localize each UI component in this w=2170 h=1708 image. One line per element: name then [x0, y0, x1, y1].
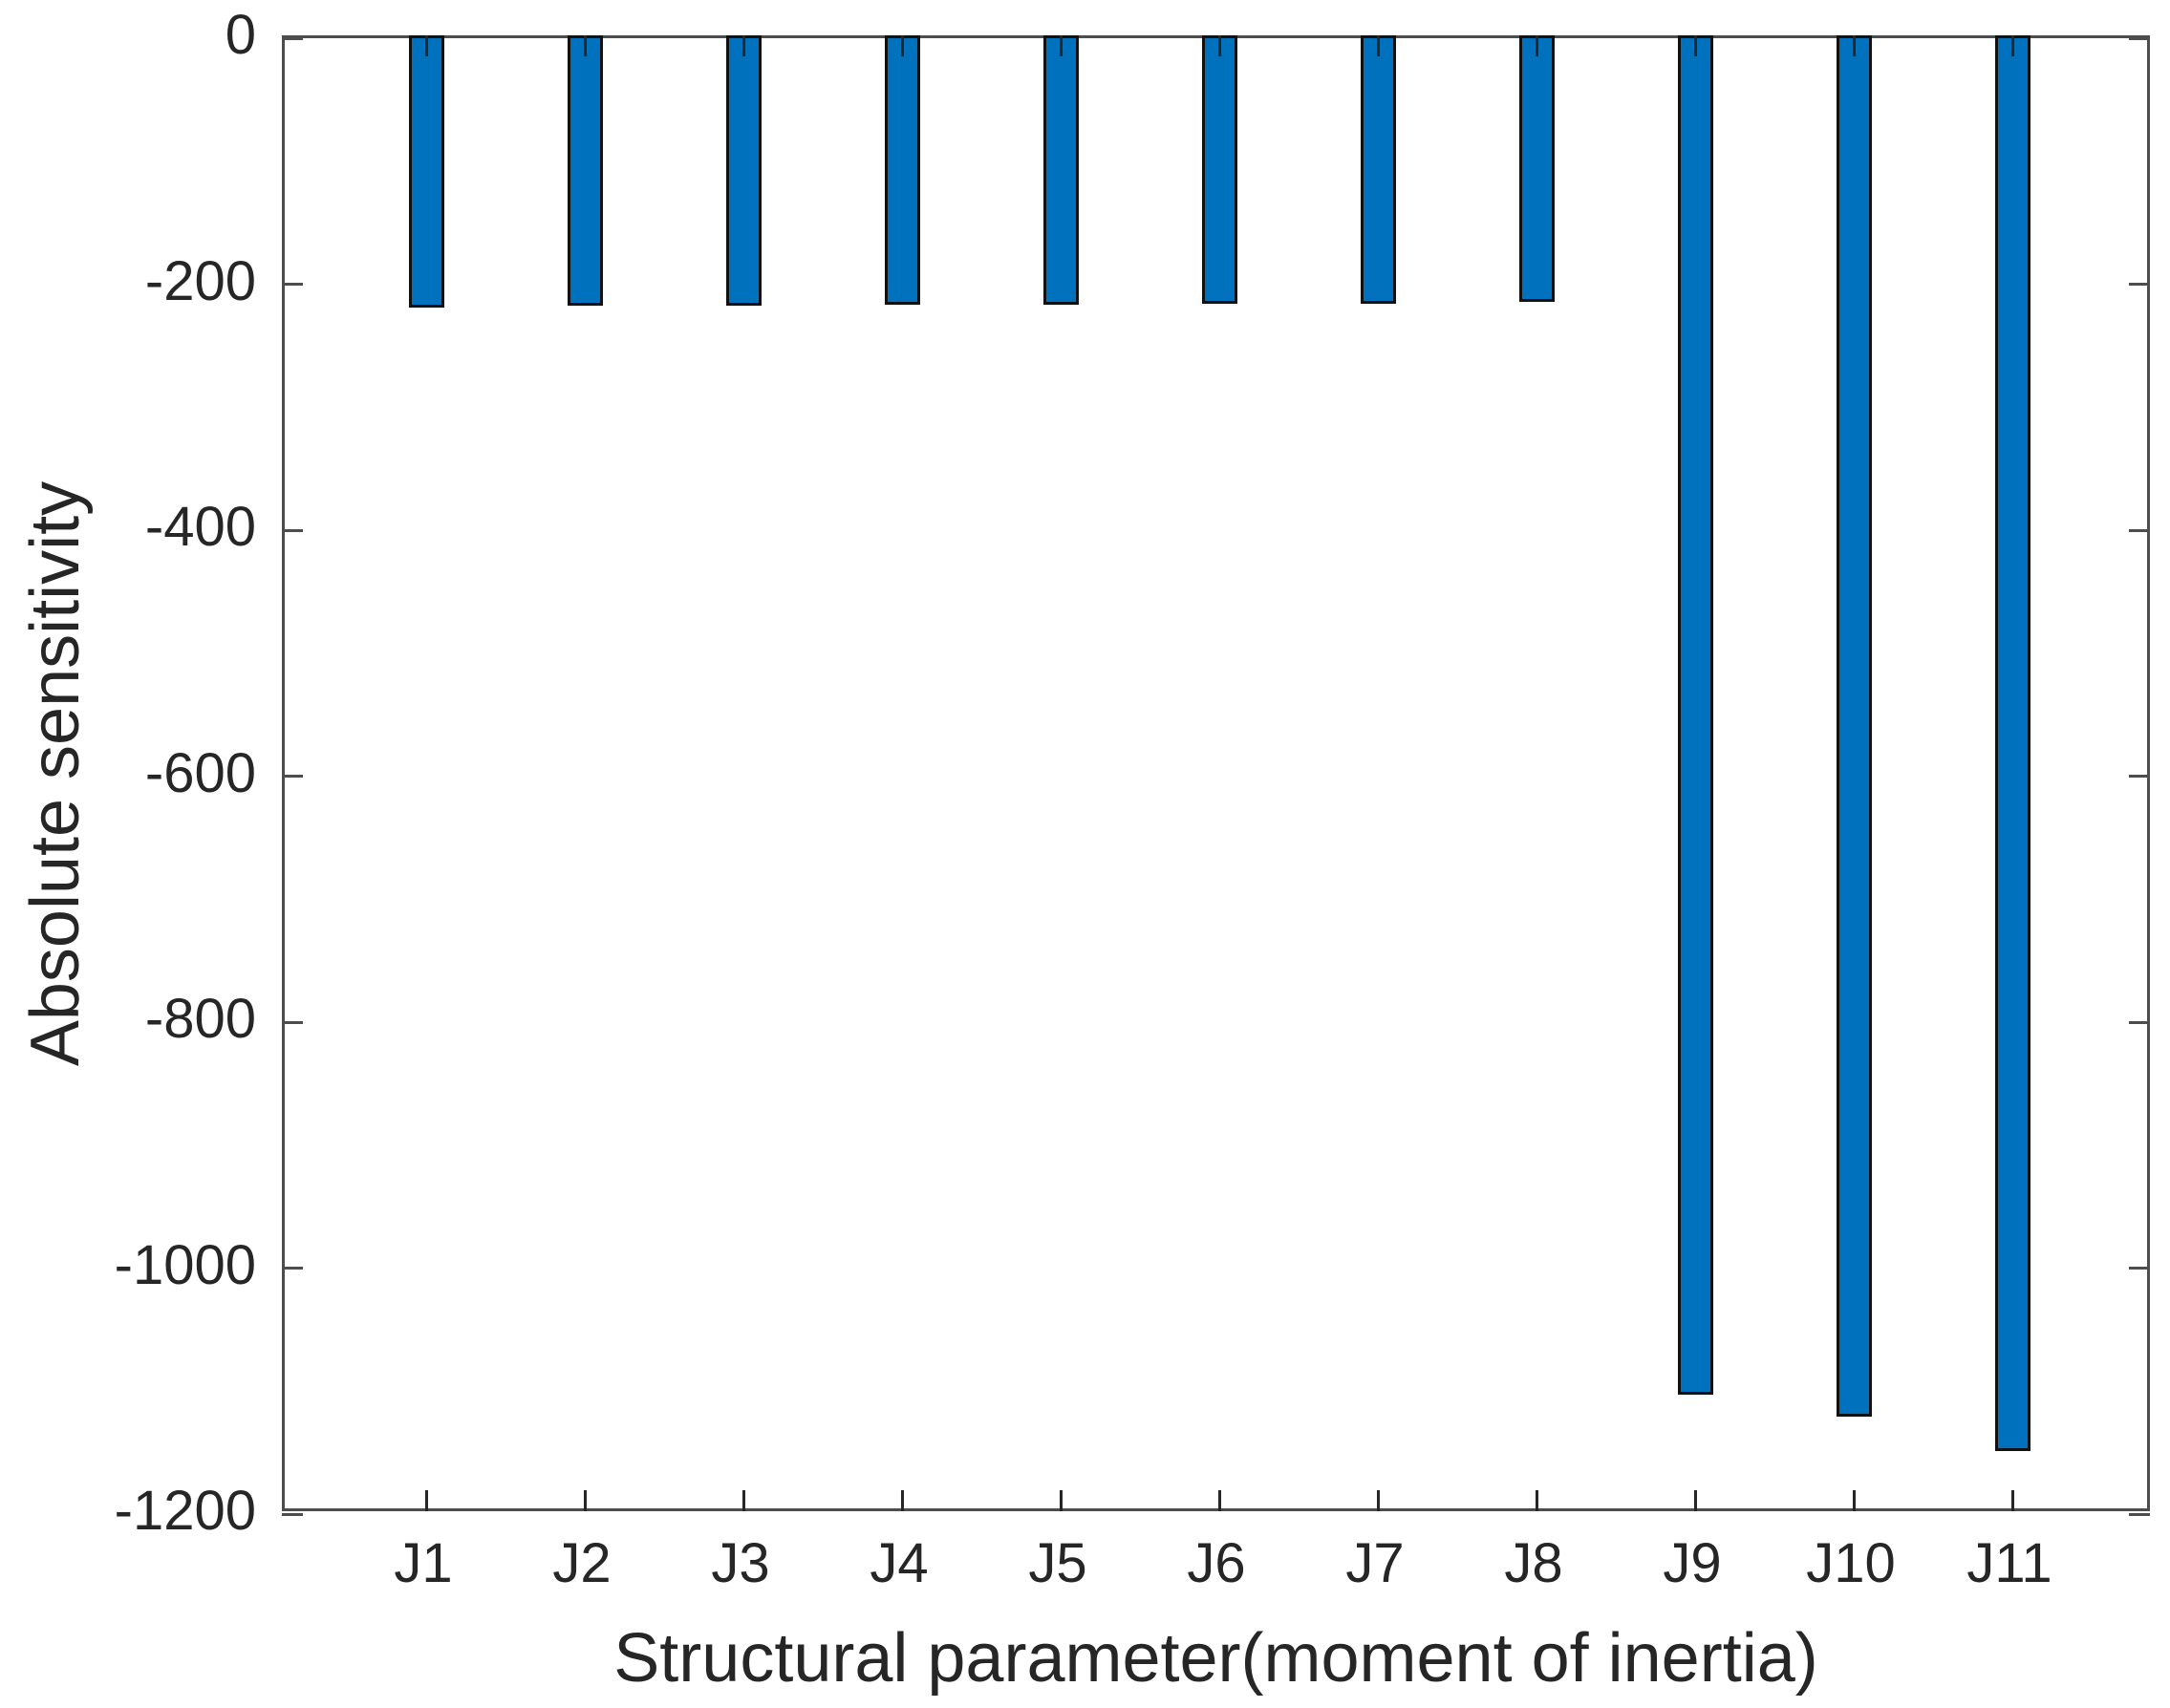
x-tick-bottom-J10	[1852, 1490, 1856, 1511]
bar-J10	[1836, 35, 1872, 1417]
y-tick-label--200: -200	[144, 249, 256, 312]
bar-J1	[408, 35, 444, 308]
x-tick-label-J11: J11	[1966, 1532, 2052, 1594]
x-tick-top-J6	[1217, 35, 1221, 56]
x-tick-label-J10: J10	[1806, 1532, 1896, 1594]
y-tick-right--400	[2129, 528, 2150, 532]
x-tick-label-J7: J7	[1345, 1532, 1405, 1594]
x-tick-top-J2	[583, 35, 587, 56]
x-tick-top-J4	[900, 35, 904, 56]
x-tick-top-J9	[1693, 35, 1697, 56]
x-tick-label-J1: J1	[394, 1532, 453, 1594]
x-axis-label: Structural parameter(moment of inertia)	[613, 1620, 1818, 1697]
x-tick-bottom-J1	[424, 1490, 428, 1511]
x-tick-top-J8	[1535, 35, 1538, 56]
x-tick-top-J5	[1059, 35, 1063, 56]
x-tick-top-J7	[1376, 35, 1380, 56]
x-tick-top-J3	[741, 35, 745, 56]
x-tick-bottom-J4	[900, 1490, 904, 1511]
x-tick-label-J4: J4	[870, 1532, 929, 1594]
x-tick-label-J9: J9	[1663, 1532, 1722, 1594]
bar-J3	[725, 35, 762, 307]
x-tick-bottom-J5	[1059, 1490, 1063, 1511]
x-tick-bottom-J11	[2010, 1490, 2014, 1511]
bar-J11	[1994, 35, 2030, 1451]
bar-J7	[1360, 35, 1396, 304]
y-tick-left--200	[282, 283, 303, 286]
y-tick-left--800	[282, 1020, 303, 1024]
y-tick-left--1000	[282, 1267, 303, 1270]
y-tick-label--800: -800	[144, 988, 256, 1050]
bar-J2	[567, 35, 603, 307]
y-tick-left-0	[282, 36, 303, 40]
x-tick-bottom-J7	[1376, 1490, 1380, 1511]
y-tick-label--1000: -1000	[114, 1233, 256, 1296]
y-tick-left--600	[282, 775, 303, 778]
x-tick-label-J6: J6	[1187, 1532, 1246, 1594]
x-tick-bottom-J8	[1535, 1490, 1538, 1511]
x-tick-bottom-J2	[583, 1490, 587, 1511]
x-tick-bottom-J3	[741, 1490, 745, 1511]
x-tick-top-J11	[2010, 35, 2014, 56]
y-tick-label--400: -400	[144, 496, 256, 558]
y-tick-right--1200	[2129, 1512, 2150, 1516]
y-tick-right--200	[2129, 283, 2150, 286]
bar-J4	[884, 35, 920, 305]
y-tick-left--1200	[282, 1512, 303, 1516]
x-tick-top-J1	[424, 35, 428, 56]
bar-J6	[1201, 35, 1237, 304]
plot-area	[282, 35, 2150, 1516]
x-tick-bottom-J6	[1217, 1490, 1221, 1511]
y-tick-right--1000	[2129, 1267, 2150, 1270]
y-tick-label--1200: -1200	[114, 1480, 256, 1542]
x-tick-label-J8: J8	[1504, 1532, 1563, 1594]
y-tick-right-0	[2129, 36, 2150, 40]
x-tick-label-J5: J5	[1028, 1532, 1087, 1594]
bar-J5	[1042, 35, 1079, 305]
x-tick-label-J2: J2	[552, 1532, 612, 1594]
y-tick-right--600	[2129, 775, 2150, 778]
x-tick-bottom-J9	[1693, 1490, 1697, 1511]
x-tick-top-J10	[1852, 35, 1856, 56]
bar-J8	[1518, 35, 1555, 303]
y-tick-label-0: 0	[225, 4, 256, 66]
y-tick-label--600: -600	[144, 741, 256, 804]
y-tick-left--400	[282, 528, 303, 532]
bar-J9	[1677, 35, 1713, 1395]
y-tick-right--800	[2129, 1020, 2150, 1024]
x-tick-label-J3: J3	[711, 1532, 770, 1594]
y-axis-label: Absolute sensitivity	[17, 480, 94, 1067]
